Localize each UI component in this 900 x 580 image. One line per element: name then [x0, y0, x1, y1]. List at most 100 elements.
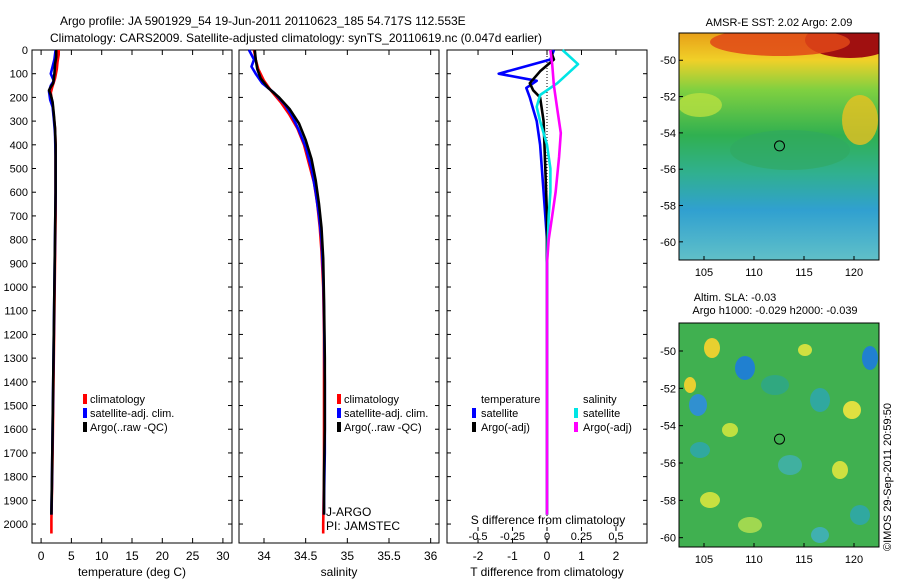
y-tick-label: 2000: [4, 519, 28, 531]
legend-swatch-s-argo: [574, 422, 578, 432]
sst-map: AMSR-E SST: 2.02 Argo: 2.09 105 110 115 120…: [660, 17, 880, 279]
legend-swatch-t-satellite: [472, 408, 476, 418]
series-line-argo-raw-qc-: [47, 50, 58, 515]
x-tick-label: 25: [186, 549, 200, 563]
y-tick-label: 400: [10, 140, 28, 152]
lon-tick-label: 115: [795, 267, 813, 279]
temperature-legend: climatology satellite-adj. clim. Argo(..…: [83, 394, 174, 434]
series-line-t-satellite: [497, 49, 556, 515]
depth-axis: 0 100 200 300 400 500 600 700 800 900 1000 1100 1200…: [4, 45, 28, 531]
temperature-axes: [31, 49, 233, 544]
lat-tick-label: -52: [660, 383, 676, 395]
legend-swatch-climatology: [337, 394, 341, 404]
legend-satellite: satellite-adj. clim.: [344, 408, 428, 420]
salinity-panel: 34 34.5 35 35.5 36 salinity climatology sate…: [238, 49, 440, 579]
lat-tick-label: -56: [660, 458, 676, 470]
s-diff-xlabel: S difference from climatology: [471, 513, 626, 527]
legend-satellite: satellite-adj. clim.: [90, 408, 174, 420]
x-tick-label: 35.5: [377, 549, 401, 563]
series-line-t-argo-adj-: [528, 49, 556, 515]
y-tick-label: 100: [10, 69, 28, 81]
x-tick-label: 34: [257, 549, 271, 563]
y-tick-label: 1600: [4, 424, 28, 436]
sst-warm-band: [710, 33, 850, 56]
lat-tick-label: -56: [660, 164, 676, 176]
t-diff-x-axis: -2 -1 0 1 2: [447, 49, 647, 563]
float-pi: PI: JAMSTEC: [326, 519, 400, 533]
series-line-s-argo-adj-: [545, 49, 563, 515]
y-tick-label: 800: [10, 235, 28, 247]
top-tick-label: -0.25: [500, 531, 525, 543]
temperature-series: [47, 49, 61, 534]
lat-tick-label: -50: [660, 55, 676, 67]
header-line1: Argo profile: JA 5901929_54 19-Jun-2011 …: [60, 14, 466, 28]
difference-legend: temperature satellite Argo(-adj) salinit…: [472, 394, 632, 434]
difference-series: [497, 49, 580, 515]
y-tick-label: 200: [10, 92, 28, 104]
legend-s-satellite: satellite: [583, 408, 620, 420]
x-tick-label: 2: [613, 549, 620, 563]
legend-swatch-climatology: [83, 394, 87, 404]
x-tick-label: 30: [216, 549, 230, 563]
sst-east-patch: [842, 95, 878, 145]
sst-west-patch: [679, 93, 722, 117]
y-tick-label: 1900: [4, 495, 28, 507]
sst-mid-patch: [730, 130, 850, 170]
x-tick-label: 36: [424, 549, 438, 563]
salinity-series: [247, 49, 327, 534]
lon-tick-label: 110: [745, 554, 763, 566]
lat-tick-label: -54: [660, 128, 676, 140]
header-line2: Climatology: CARS2009. Satellite-adjuste…: [50, 31, 542, 45]
sst-map-title: AMSR-E SST: 2.02 Argo: 2.09: [706, 17, 853, 29]
credit-stamp: ©IMOS 29-Sep-2011 20:59:50: [882, 403, 894, 551]
x-tick-label: 0: [544, 549, 551, 563]
sla-field: [679, 323, 879, 547]
sla-anomalies: [684, 338, 878, 543]
x-tick-label: 34.5: [294, 549, 318, 563]
salinity-xlabel: salinity: [321, 565, 358, 579]
legend-swatch-t-argo: [472, 422, 476, 432]
legend-t-argo: Argo(-adj): [481, 422, 530, 434]
series-line-satellite-adj-clim-: [247, 49, 327, 515]
legend-swatch-satellite: [337, 408, 341, 418]
x-tick-label: -1: [507, 549, 518, 563]
lat-tick-label: -60: [660, 533, 676, 545]
legend-argo: Argo(..raw -QC): [90, 422, 168, 434]
x-tick-label: 15: [125, 549, 139, 563]
legend-swatch-satellite: [83, 408, 87, 418]
s-diff-axis: -0.5 -0.25 0 0.25 0.5: [469, 527, 624, 543]
sst-field: [679, 33, 879, 260]
legend-argo: Argo(..raw -QC): [344, 422, 422, 434]
salinity-axes: [238, 49, 440, 544]
temperature-panel: 0100200300400500600700800900100011001200…: [4, 45, 233, 579]
x-tick-label: 35: [341, 549, 355, 563]
legend-climatology: climatology: [344, 394, 400, 406]
sst-map-frame: [678, 32, 880, 261]
legend-salinity-title: salinity: [583, 394, 617, 406]
y-tick-label: 1800: [4, 472, 28, 484]
lat-tick-label: -58: [660, 201, 676, 213]
temperature-x-axis: 0 5 10 15 20 25 30: [32, 49, 232, 563]
legend-swatch-s-satellite: [574, 408, 578, 418]
x-tick-label: -2: [473, 549, 484, 563]
lat-tick-label: -52: [660, 92, 676, 104]
series-line-argo-raw-qc-: [253, 49, 327, 515]
t-diff-xlabel: T difference from climatology: [470, 565, 624, 579]
legend-temperature-title: temperature: [481, 394, 540, 406]
salinity-x-axis: 34 34.5 35 35.5 36: [239, 49, 439, 563]
y-tick-label: 700: [10, 211, 28, 223]
lat-tick-label: -54: [660, 421, 676, 433]
x-tick-label: 10: [95, 549, 109, 563]
y-tick-label: 300: [10, 116, 28, 128]
y-tick-label: 1500: [4, 401, 28, 413]
y-tick-label: 600: [10, 187, 28, 199]
y-tick-label: 1200: [4, 329, 28, 341]
y-tick-label: 0: [22, 45, 28, 57]
argo-position-marker: [774, 433, 785, 445]
temperature-xlabel: temperature (deg C): [78, 565, 186, 579]
sst-map-axes: 105 110 115 120 -50 -52 -54 -56 -58 -60: [660, 55, 863, 279]
lon-tick-label: 120: [845, 554, 863, 566]
top-tick-label: 0.25: [571, 531, 592, 543]
lon-tick-label: 120: [845, 267, 863, 279]
